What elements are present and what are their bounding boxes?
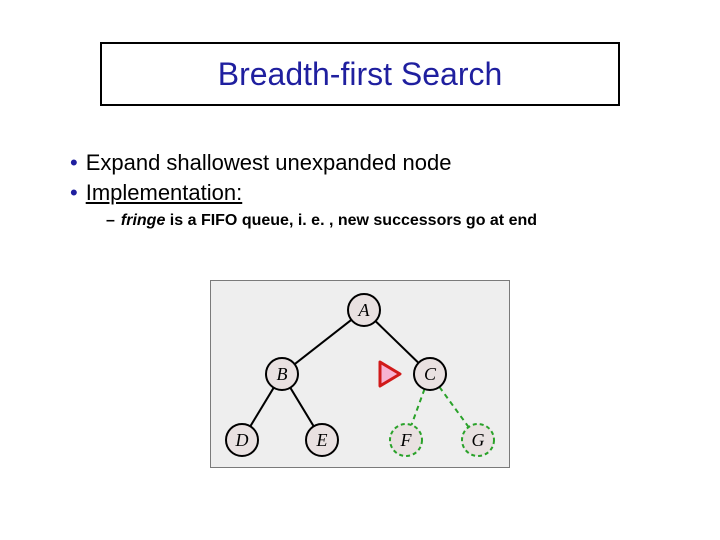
bullet-dot-icon: • [70,180,86,205]
tree-node-label: G [472,430,485,450]
sub-bullet-italic: fringe [121,212,165,229]
bullet-item: •Expand shallowest unexpanded node [70,150,630,176]
bullet-dot-icon: • [70,150,86,175]
tree-node-g: G [462,424,494,456]
bullet-dash-icon: – [106,212,121,229]
sub-bullet-item: –fringe is a FIFO queue, i. e. , new suc… [106,212,630,230]
tree-node-label: B [277,364,288,384]
bullet-text: Expand shallowest unexpanded node [86,150,452,175]
tree-node-label: A [358,300,371,320]
tree-node-a: A [348,294,380,326]
bullet-list: •Expand shallowest unexpanded node •Impl… [70,150,630,230]
tree-node-label: C [424,364,437,384]
tree-node-f: F [390,424,422,456]
sub-bullet-rest: is a FIFO queue, i. e. , new successors … [165,212,537,229]
tree-node-c: C [414,358,446,390]
tree-node-e: E [306,424,338,456]
tree-node-label: D [235,430,249,450]
slide-title: Breadth-first Search [218,56,503,93]
title-box: Breadth-first Search [100,42,620,106]
tree-node-label: E [316,430,328,450]
tree-node-b: B [266,358,298,390]
bullet-text: Implementation: [86,180,243,205]
bullet-item: •Implementation: [70,180,630,206]
tree-node-label: F [400,430,413,450]
tree-node-d: D [226,424,258,456]
tree-diagram: A B C D E F G [210,280,510,480]
slide: Breadth-first Search •Expand shallowest … [0,0,720,540]
